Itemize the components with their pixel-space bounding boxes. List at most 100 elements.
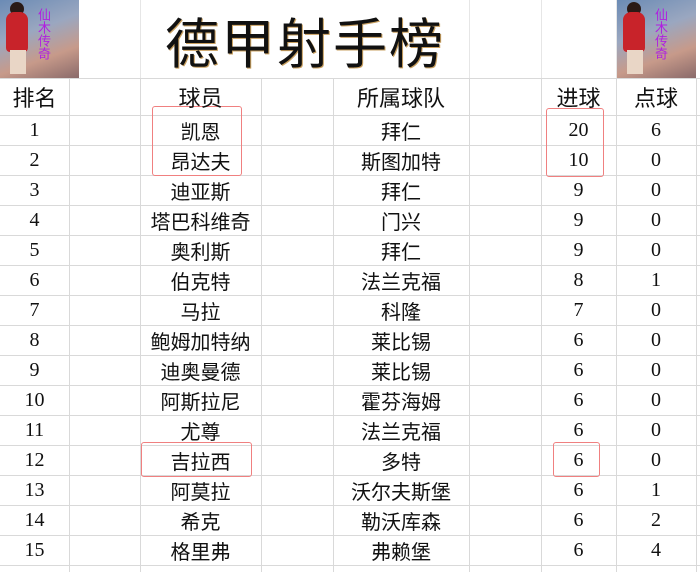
cell-player: 马拉: [180, 302, 221, 324]
highlight-box-players: [152, 106, 242, 176]
grid-line: [0, 505, 700, 506]
cell-rank: 11: [24, 419, 45, 441]
cell-rank: 10: [24, 389, 45, 411]
cell-rank: 15: [24, 539, 45, 561]
cell-player: 昂达夫: [170, 152, 231, 174]
header-team: 所属球队: [356, 86, 445, 111]
cell-team: 拜仁: [381, 242, 421, 264]
cell-rank: 12: [24, 449, 45, 471]
cell-penalties: 0: [651, 419, 661, 441]
cell-goals: 6: [573, 539, 584, 561]
cell-penalties: 0: [651, 329, 661, 351]
grid-line: [0, 265, 700, 266]
cell-goals: 6: [573, 389, 584, 411]
cell-team: 莱比锡: [371, 332, 431, 354]
grid-line: [140, 0, 141, 78]
cell-player: 尤尊: [180, 422, 221, 444]
grid-line: [0, 145, 700, 146]
cell-penalties: 0: [651, 449, 661, 471]
cell-rank: 4: [29, 209, 40, 231]
cell-penalties: 0: [651, 179, 661, 201]
cell-player: 格里弗: [170, 542, 231, 564]
cell-goals: 9: [573, 239, 584, 261]
cell-goals: 7: [573, 299, 584, 321]
page-title: 德甲射手榜: [165, 14, 445, 75]
cell-penalties: 6: [651, 119, 661, 141]
grid-line: [541, 0, 542, 78]
cell-team: 门兴: [381, 212, 421, 234]
cell-player: 阿莫拉: [170, 482, 231, 504]
highlight-box-player-12: [141, 442, 252, 477]
cell-player: 奥利斯: [170, 242, 231, 264]
cell-team: 霍芬海姆: [361, 392, 441, 414]
cell-rank: 2: [29, 149, 40, 171]
header-player: 球员: [178, 86, 223, 111]
cell-rank: 5: [29, 239, 40, 261]
cell-team: 科隆: [381, 302, 421, 324]
cell-player: 阿斯拉尼: [160, 392, 241, 414]
cell-goals: 6: [573, 329, 584, 351]
cell-penalties: 4: [651, 539, 661, 561]
grid-line: [0, 385, 700, 386]
cell-goals: 6: [573, 479, 584, 501]
logo-image-left: 仙木传奇: [0, 0, 79, 78]
logo-image-right: 仙木传奇: [617, 0, 696, 78]
cell-goals: 9: [573, 209, 584, 231]
cell-penalties: 0: [651, 209, 661, 231]
cell-player: 鲍姆加特纳: [150, 332, 251, 354]
cell-penalties: 0: [651, 359, 661, 381]
cell-rank: 14: [24, 509, 45, 531]
cell-team: 拜仁: [381, 182, 421, 204]
grid-line: [0, 115, 700, 116]
cell-penalties: 0: [651, 389, 661, 411]
cell-player: 伯克特: [170, 272, 231, 294]
cell-goals: 6: [573, 359, 584, 381]
grid-line: [0, 535, 700, 536]
cell-rank: 1: [29, 119, 40, 141]
cell-player: 迪亚斯: [170, 182, 231, 204]
cell-player: 吉拉西: [170, 452, 231, 474]
grid-line: [0, 325, 700, 326]
cell-team: 斯图加特: [361, 152, 441, 174]
cell-penalties: 2: [651, 509, 661, 531]
cell-team: 莱比锡: [371, 362, 431, 384]
cell-penalties: 0: [651, 149, 661, 171]
cell-goals: 8: [573, 269, 584, 291]
cell-goals: 10: [568, 149, 589, 171]
cell-player: 希克: [180, 512, 221, 534]
cell-rank: 3: [29, 179, 40, 201]
cell-penalties: 0: [651, 299, 661, 321]
cell-goals: 6: [573, 449, 584, 471]
cell-player: 迪奥曼德: [160, 362, 241, 384]
grid-line: [0, 445, 700, 446]
cell-team: 拜仁: [381, 122, 421, 144]
highlight-box-goals: [546, 108, 604, 177]
cell-player: 凯恩: [180, 122, 221, 144]
cell-penalties: 0: [651, 239, 661, 261]
cell-rank: 6: [29, 269, 40, 291]
cell-team: 弗赖堡: [371, 542, 431, 564]
grid-line: [0, 415, 700, 416]
cell-goals: 20: [568, 119, 589, 141]
cell-rank: 9: [29, 359, 40, 381]
cell-team: 法兰克福: [361, 272, 441, 294]
header-goals: 进球: [556, 86, 601, 111]
cell-team: 法兰克福: [361, 422, 441, 444]
cell-team: 沃尔夫斯堡: [351, 482, 451, 504]
grid-line: [0, 78, 700, 79]
cell-goals: 6: [573, 419, 584, 441]
grid-line: [0, 235, 700, 236]
header-rank: 排名: [12, 86, 57, 111]
cell-goals: 9: [573, 179, 584, 201]
cell-goals: 6: [573, 509, 584, 531]
grid-line: [0, 175, 700, 176]
cell-rank: 13: [24, 479, 45, 501]
grid-line: [0, 205, 700, 206]
cell-rank: 8: [29, 329, 40, 351]
cell-penalties: 1: [651, 479, 661, 501]
grid-line: [616, 0, 617, 78]
grid-line: [0, 475, 700, 476]
grid-line: [469, 0, 470, 78]
cell-team: 勒沃库森: [361, 512, 441, 534]
